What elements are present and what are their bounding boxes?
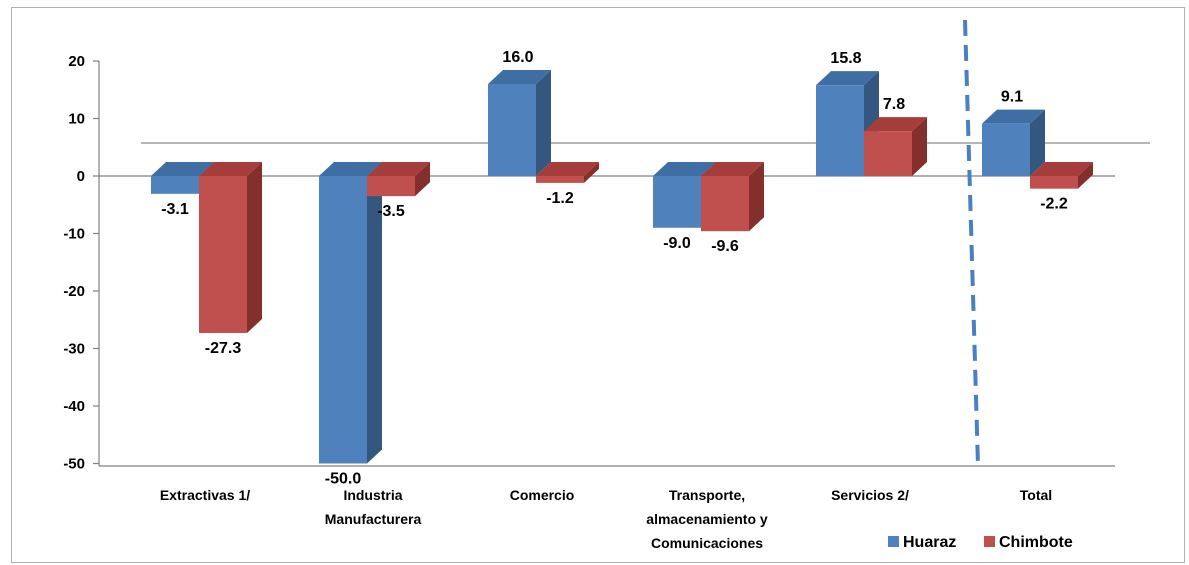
legend-label-chimbote: Chimbote: [999, 534, 1073, 551]
bar-chimbote: [199, 162, 262, 333]
bar-front: [151, 176, 199, 194]
data-label: -50.0: [325, 471, 362, 488]
y-tick-label: 0: [77, 168, 85, 185]
category-label: Comercio: [510, 487, 575, 503]
category-label: Manufacturera: [325, 511, 422, 527]
chart-labels: 20 10 0 -10 -20 -30 -40 -50 Extractivas 1/Indust…: [63, 49, 1068, 551]
category-label: Comunicaciones: [651, 535, 763, 551]
bar-top: [864, 117, 927, 132]
bar-front: [701, 176, 749, 232]
bar-top: [982, 109, 1045, 124]
category-label: Industria: [343, 487, 402, 503]
data-label: -1.2: [546, 190, 574, 207]
bar-huaraz: [319, 162, 382, 464]
bar-side: [247, 162, 262, 333]
data-label: 16.0: [502, 49, 533, 66]
data-label: 15.8: [830, 50, 861, 67]
bar-front: [864, 131, 912, 176]
bar-front: [536, 176, 584, 183]
bar-front: [488, 84, 536, 176]
bar-front: [982, 123, 1030, 176]
separator-dashed-line: [963, 19, 980, 467]
y-tick-label: -10: [63, 226, 85, 243]
category-label: Total: [1020, 487, 1052, 503]
bar-top: [151, 162, 214, 176]
bar-side: [749, 162, 764, 232]
chart-bars: [151, 19, 1093, 467]
bar-side: [1030, 109, 1045, 176]
y-tick-label: -20: [63, 283, 85, 300]
data-label: -2.2: [1040, 196, 1068, 213]
category-label: Transporte,: [669, 487, 745, 503]
category-label: Servicios 2/: [831, 487, 909, 503]
bar-front: [199, 176, 247, 333]
y-tick-label: -40: [63, 398, 85, 415]
data-label: -27.3: [205, 340, 242, 357]
bar-top: [319, 162, 382, 176]
bar-front: [816, 85, 864, 176]
data-label: 9.1: [1001, 89, 1023, 106]
bar-top: [653, 162, 716, 176]
chart-frame: [11, 7, 1185, 563]
y-tick-label: -50: [63, 456, 85, 473]
bar-top: [701, 162, 764, 176]
bar-side: [584, 162, 599, 183]
legend-swatch-huaraz: [888, 536, 899, 547]
category-label: almacenamiento y: [646, 511, 768, 527]
legend-label-huaraz: Huaraz: [903, 534, 956, 551]
bar-huaraz: [982, 109, 1045, 176]
bar-chimbote: [701, 162, 764, 232]
bar-chimbote: [367, 162, 430, 197]
bar-front: [1030, 176, 1078, 189]
bar-side: [1078, 162, 1093, 189]
bar-top: [1030, 162, 1093, 176]
bar-top: [536, 162, 599, 176]
data-label: -3.5: [377, 203, 405, 220]
category-label: Extractivas 1/: [160, 487, 250, 503]
bar-huaraz: [488, 70, 551, 176]
bar-top: [367, 162, 430, 176]
bar-side: [415, 162, 430, 197]
chart-legend: Huaraz Chimbote: [888, 534, 1073, 551]
data-label: 7.8: [883, 96, 905, 113]
bar-chimbote: [864, 117, 927, 176]
chart-grid: [93, 60, 1150, 467]
bar-side: [536, 70, 551, 176]
bar-front: [653, 176, 701, 228]
bar-chimbote: [1030, 162, 1093, 189]
data-label: -9.0: [663, 235, 691, 252]
bar-top: [816, 71, 879, 86]
legend-swatch-chimbote: [984, 536, 995, 547]
y-tick-label: -30: [63, 341, 85, 358]
data-label: -3.1: [161, 201, 189, 218]
bar-chimbote: [536, 162, 599, 183]
y-tick-label: 20: [68, 53, 85, 70]
bar-side: [912, 117, 927, 176]
data-label: -9.6: [711, 238, 739, 255]
bar-top: [488, 70, 551, 84]
bar-front: [367, 176, 415, 197]
bar-top: [199, 162, 262, 176]
y-tick-label: 10: [68, 111, 85, 128]
bar-side: [367, 162, 382, 464]
bar-front: [319, 176, 367, 464]
